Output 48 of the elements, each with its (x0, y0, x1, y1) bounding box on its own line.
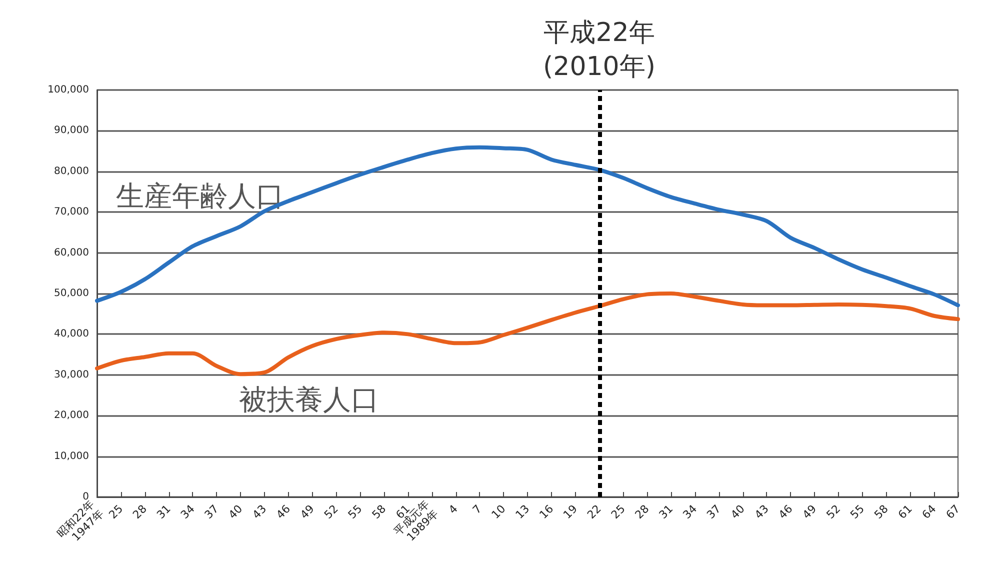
line-series (95, 145, 960, 308)
y-tick-label: 50,000 (54, 288, 89, 299)
y-tick-label: 10,000 (54, 450, 89, 462)
x-tick-label: 37 (202, 502, 222, 522)
x-tick-label: 55 (848, 502, 867, 522)
y-tick-label: 20,000 (54, 410, 89, 422)
x-tick-label: 49 (298, 502, 317, 522)
x-tick-label: 25 (608, 502, 628, 522)
x-tick-label: 31 (154, 502, 174, 522)
x-tick-label: 4 (446, 502, 460, 517)
line-series (95, 292, 960, 376)
x-tick-label: 28 (632, 502, 652, 522)
x-tick-label: 34 (680, 502, 700, 522)
x-tick-label: 64 (920, 502, 939, 522)
x-tick-label: 13 (513, 502, 532, 522)
y-tick-label: 90,000 (54, 125, 89, 136)
x-tick-label: 16 (536, 502, 556, 522)
y-tick-label: 80,000 (54, 166, 89, 177)
series-label: 被扶養人口 (238, 382, 379, 416)
x-tick-label: 19 (560, 502, 580, 522)
x-tick-label: 7 (470, 502, 484, 517)
x-tick-label: 67 (944, 502, 963, 522)
x-tick-label: 34 (178, 502, 198, 522)
x-tick-label: 58 (370, 502, 389, 522)
x-tick-label: 43 (250, 502, 270, 522)
x-tick-label: 55 (346, 502, 365, 522)
x-tick-label: 46 (776, 502, 796, 522)
x-tick-label: 52 (322, 502, 341, 522)
x-tick-label: 49 (800, 502, 820, 522)
x-tick-label: 46 (274, 502, 293, 522)
y-tick-label: 30,000 (54, 369, 89, 380)
x-tick-label: 58 (872, 502, 891, 522)
x-tick-label: 40 (226, 502, 246, 522)
x-tick-label: 31 (656, 502, 676, 522)
y-tick-label: 100,000 (48, 84, 89, 96)
y-tick-label: 40,000 (54, 328, 89, 340)
x-tick-label: 43 (752, 502, 772, 522)
x-tick-label: 40 (728, 502, 748, 522)
x-tick-label: 22 (584, 502, 604, 522)
ref-line-label: 平成22年 (2010年) (543, 18, 656, 82)
x-tick-label: 37 (704, 502, 724, 522)
x-tick-label: 52 (824, 502, 844, 522)
x-tick-label: 61 (896, 502, 915, 522)
x-tick-label: 28 (130, 502, 150, 522)
y-tick-label: 60,000 (54, 247, 89, 258)
y-tick-label: 70,000 (54, 206, 89, 218)
x-tick-label: 25 (106, 502, 126, 522)
x-tick-label: 10 (489, 502, 508, 522)
